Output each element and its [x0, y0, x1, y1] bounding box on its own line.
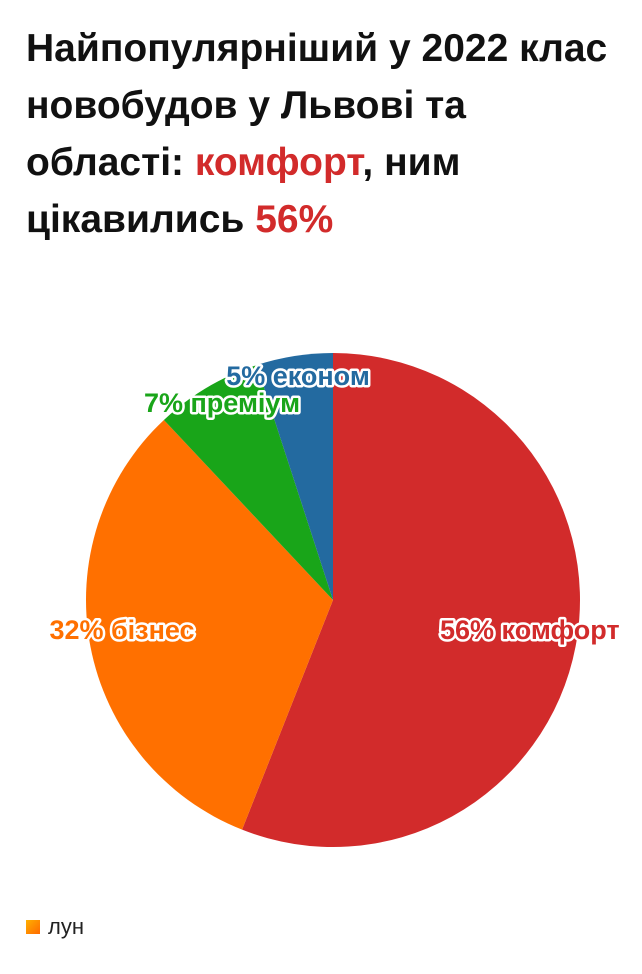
data-label: 56% комфорт — [440, 615, 620, 645]
logo-text: лун — [48, 914, 84, 939]
data-label: 32% бізнес — [49, 615, 194, 645]
logo-icon — [26, 920, 40, 934]
pie-slice — [163, 365, 333, 600]
title-part: Найпопулярніший у 2022 клас новобудов у … — [26, 27, 608, 184]
data-label: 5% економ — [226, 361, 370, 391]
title-highlight: 56% — [255, 198, 334, 241]
pie-slice — [85, 419, 333, 830]
logo: лун — [26, 914, 84, 940]
pie-slice — [242, 353, 580, 847]
title-part: , ним цікавились — [26, 141, 461, 241]
title-highlight: комфорт — [194, 141, 363, 184]
data-label: 7% преміум — [144, 388, 300, 418]
pie-slice — [256, 353, 333, 600]
chart-title: Найпопулярніший у 2022 клас новобудов у … — [26, 20, 626, 248]
